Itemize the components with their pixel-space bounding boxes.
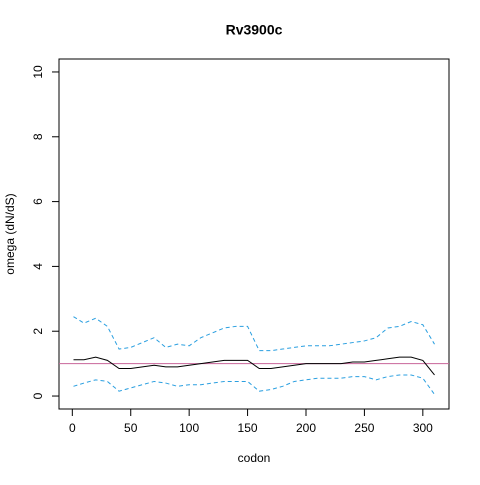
x-tick-label: 0 [69,421,76,435]
chart-title: Rv3900c [226,22,283,38]
series-line [73,374,435,395]
x-tick-label: 200 [296,421,316,435]
y-tick-label: 0 [31,392,45,399]
x-tick-label: 300 [413,421,433,435]
x-tick-label: 100 [179,421,199,435]
series-line [73,356,435,376]
plot-frame [58,58,450,410]
y-tick-label: 6 [31,198,45,205]
y-tick-label: 10 [31,65,45,79]
y-axis-label: omega (dN/dS) [3,193,17,274]
y-tick-label: 2 [31,328,45,335]
x-tick-label: 150 [238,421,258,435]
y-tick-label: 4 [31,263,45,270]
x-axis-label: codon [238,451,271,465]
series-line [73,316,435,352]
y-tick-label: 8 [31,133,45,140]
x-tick-label: 250 [354,421,374,435]
x-tick-label: 50 [124,421,138,435]
